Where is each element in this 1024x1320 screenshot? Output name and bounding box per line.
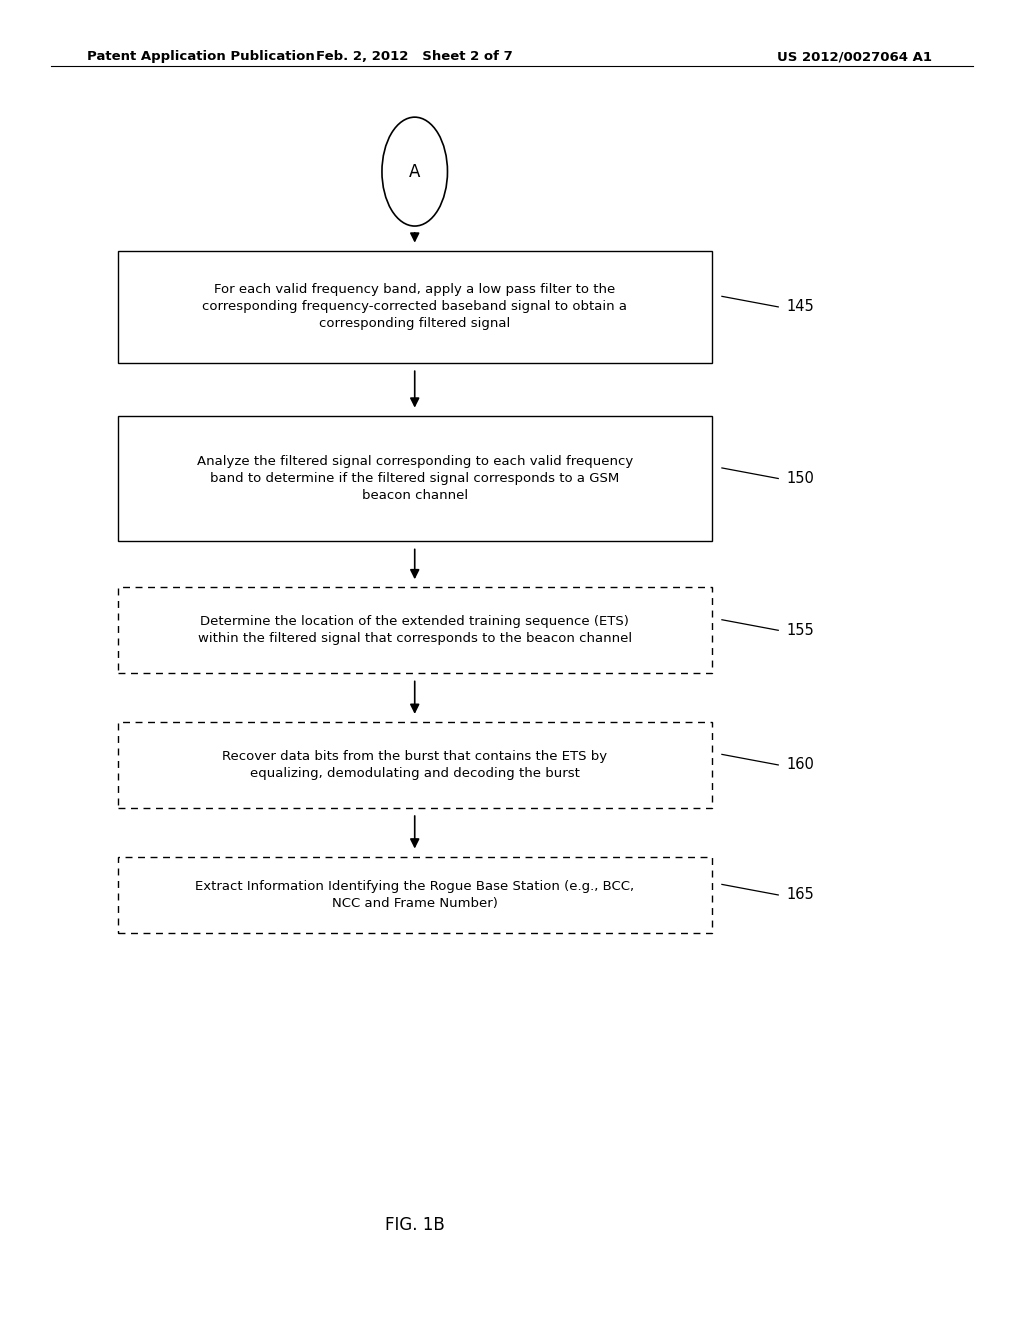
Text: 150: 150: [786, 471, 814, 486]
Bar: [118, 857, 712, 933]
Text: 165: 165: [786, 887, 814, 903]
Text: Extract Information Identifying the Rogue Base Station (e.g., BCC,
NCC and Frame: Extract Information Identifying the Rogu…: [196, 880, 634, 909]
Text: Analyze the filtered signal corresponding to each valid frequency
band to determ: Analyze the filtered signal correspondin…: [197, 455, 633, 502]
Text: 155: 155: [786, 623, 814, 638]
Bar: [118, 722, 712, 808]
Bar: [118, 587, 712, 673]
Text: Recover data bits from the burst that contains the ETS by
equalizing, demodulati: Recover data bits from the burst that co…: [222, 750, 607, 780]
Bar: [118, 416, 712, 541]
Text: For each valid frequency band, apply a low pass filter to the
corresponding freq: For each valid frequency band, apply a l…: [202, 284, 628, 330]
Text: 145: 145: [786, 300, 814, 314]
Text: US 2012/0027064 A1: US 2012/0027064 A1: [777, 50, 932, 63]
Text: 160: 160: [786, 758, 814, 772]
Text: Determine the location of the extended training sequence (ETS)
within the filter: Determine the location of the extended t…: [198, 615, 632, 645]
Text: FIG. 1B: FIG. 1B: [385, 1216, 444, 1234]
Bar: [118, 251, 712, 363]
Text: Patent Application Publication: Patent Application Publication: [87, 50, 314, 63]
Text: Feb. 2, 2012   Sheet 2 of 7: Feb. 2, 2012 Sheet 2 of 7: [316, 50, 513, 63]
Text: A: A: [409, 162, 421, 181]
